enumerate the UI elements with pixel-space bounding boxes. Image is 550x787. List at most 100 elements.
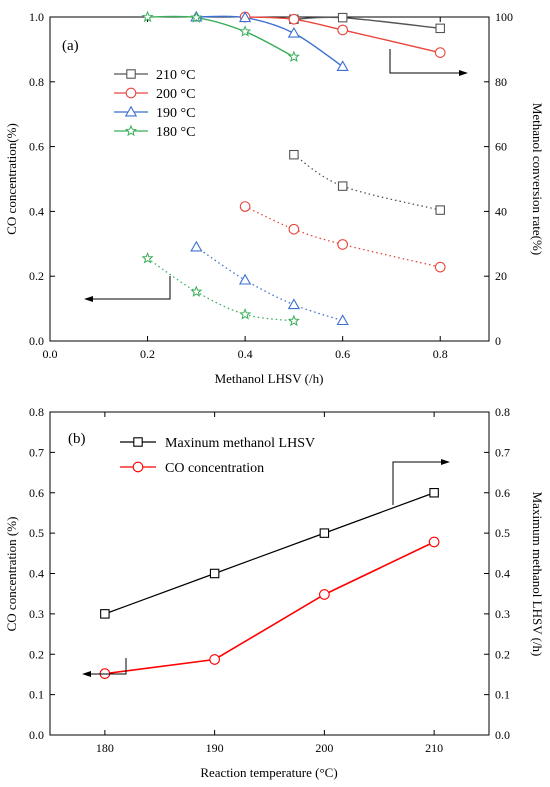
data-point-right-180c: [287, 50, 300, 62]
data-point-right-180c: [239, 25, 252, 37]
y-tick-label-b: 0.7: [29, 445, 44, 459]
legend-label: 210 °C: [156, 68, 195, 83]
y-tick-label-b: 0.4: [29, 567, 44, 581]
x-tick-label-b: 190: [206, 741, 224, 755]
panel-label-a: (a): [62, 38, 79, 54]
legend-marker: [132, 461, 144, 473]
plot-frame-a: [49, 16, 490, 342]
data-point-right-190c: [336, 60, 349, 72]
x-tick-label-a: 0.2: [140, 347, 155, 361]
y2-tick-label-a: 80: [495, 75, 507, 89]
y2-tick-label-b: 0.5: [495, 526, 510, 540]
y2-tick-label-b: 0.1: [495, 688, 510, 702]
data-point-left-180c: [190, 285, 203, 297]
x-axis-label-a: Methanol LHSV (/h): [215, 371, 324, 386]
data-point-left-180c: [239, 308, 252, 320]
lhsv-point: [319, 528, 330, 538]
data-point-right-210c: [337, 12, 348, 23]
axes-b: 180 190 200 210 0.0 0.1 0.2 0.3 0.4 0.5 0.6 0.7 0.8 0…: [29, 405, 510, 755]
data-point-right-210c: [435, 23, 445, 34]
data-point-right-190c: [287, 26, 301, 38]
y2-axis-label-a: Methanol conversion rate(%): [530, 103, 545, 255]
y-axis-label-a: CO concentration(%): [4, 123, 19, 235]
y-tick-label-b: 0.0: [29, 728, 44, 742]
series-line-left-210c: [293, 154, 441, 211]
co-point: [209, 654, 220, 665]
y2-tick-label-a: 100: [495, 10, 513, 24]
y2-tick-label-b: 0.7: [495, 445, 510, 459]
data-point-right-200c: [288, 13, 300, 25]
y2-tick-label-b: 0.8: [495, 405, 510, 419]
legend-label: 190 °C: [156, 106, 195, 121]
series-markers-a: [141, 10, 446, 327]
data-point-left-210c: [289, 149, 299, 160]
x-tick-label-a: 0.6: [335, 347, 350, 361]
data-point-left-210c: [337, 181, 348, 191]
y-tick-label-b: 0.8: [29, 405, 44, 419]
data-point-right-180c: [190, 11, 203, 23]
data-point-left-190c: [238, 273, 252, 285]
data-point-left-190c: [287, 298, 301, 310]
y-tick-label-b: 0.5: [29, 526, 44, 540]
data-point-left-180c: [287, 314, 300, 327]
y-tick-label-b: 0.2: [29, 647, 44, 661]
legend-marker: [125, 87, 137, 99]
legend-marker: [124, 105, 138, 117]
legend-label: 200 °C: [156, 87, 195, 102]
legend-a: 210 °C 200 °C 190 °C 180 °C: [114, 68, 195, 140]
series-line-right-200c: [245, 16, 441, 54]
legend-marker: [126, 69, 136, 79]
axes-a: 0.0 0.2 0.4 0.6 0.8 0.0 0.2 0.4 0.6 0.8 1.0 0 20 40 60…: [29, 10, 513, 361]
series-markers-b: [99, 487, 440, 679]
co-line: [104, 541, 435, 675]
data-point-right-200c: [337, 24, 349, 36]
y-tick-label-a: 0.8: [29, 75, 44, 89]
y-tick-label-b: 0.1: [29, 688, 44, 702]
y2-axis-label-b: Maximum methanol LHSV (/h): [530, 492, 545, 657]
data-point-left-180c: [141, 252, 154, 264]
series-line-left-190c: [195, 246, 343, 322]
legend-marker: [133, 437, 143, 447]
y-tick-label-a: 0.6: [29, 140, 44, 154]
x-tick-label-a: 0.4: [238, 347, 253, 361]
data-point-right-180c: [141, 10, 154, 23]
data-point-left-190c: [190, 240, 203, 252]
y-tick-label-a: 0.0: [29, 334, 44, 348]
left-axis-pointer-a: [84, 276, 171, 302]
data-point-left-200c: [239, 201, 251, 212]
series-line-left-180c: [147, 257, 294, 322]
legend-label: 180 °C: [156, 125, 195, 140]
y-axis-label-b: CO concentration (%): [4, 517, 19, 632]
y-tick-label-b: 0.6: [29, 486, 44, 500]
lhsv-point: [209, 568, 220, 579]
x-tick-label-b: 180: [96, 741, 114, 755]
y2-tick-label-b: 0.0: [495, 728, 510, 742]
y-tick-label-a: 0.4: [29, 204, 44, 218]
lhsv-point: [429, 487, 439, 498]
data-point-left-200c: [434, 261, 446, 273]
x-tick-label-a: 0.0: [43, 347, 58, 361]
y2-tick-label-a: 60: [495, 140, 507, 154]
data-point-left-200c: [337, 239, 349, 250]
series-line-right-190c: [196, 15, 344, 68]
legend-label: Maxinum methanol LHSV: [165, 436, 315, 451]
legend-b: Maxinum methanol LHSV CO concentration: [120, 436, 315, 476]
y-tick-label-a: 1.0: [29, 10, 44, 24]
data-point-right-200c: [434, 47, 446, 58]
lhsv-point: [100, 609, 110, 619]
co-point: [428, 536, 440, 548]
y-tick-label-b: 0.3: [29, 607, 44, 621]
y2-tick-label-b: 0.3: [495, 607, 510, 621]
y2-tick-label-b: 0.4: [495, 567, 510, 581]
series-lines-b: [104, 492, 435, 675]
x-tick-label-b: 200: [315, 741, 333, 755]
series-lines-a: [147, 15, 441, 322]
panel-b: 180 190 200 210 0.0 0.1 0.2 0.3 0.4 0.5 0.6 0.7 0.8 0…: [4, 405, 545, 780]
y2-tick-label-b: 0.2: [495, 647, 510, 661]
y2-tick-label-b: 0.6: [495, 486, 510, 500]
series-line-left-200c: [244, 205, 441, 268]
lhsv-line: [104, 492, 435, 615]
data-point-left-210c: [435, 205, 445, 215]
plot-frame-b: [49, 411, 490, 736]
